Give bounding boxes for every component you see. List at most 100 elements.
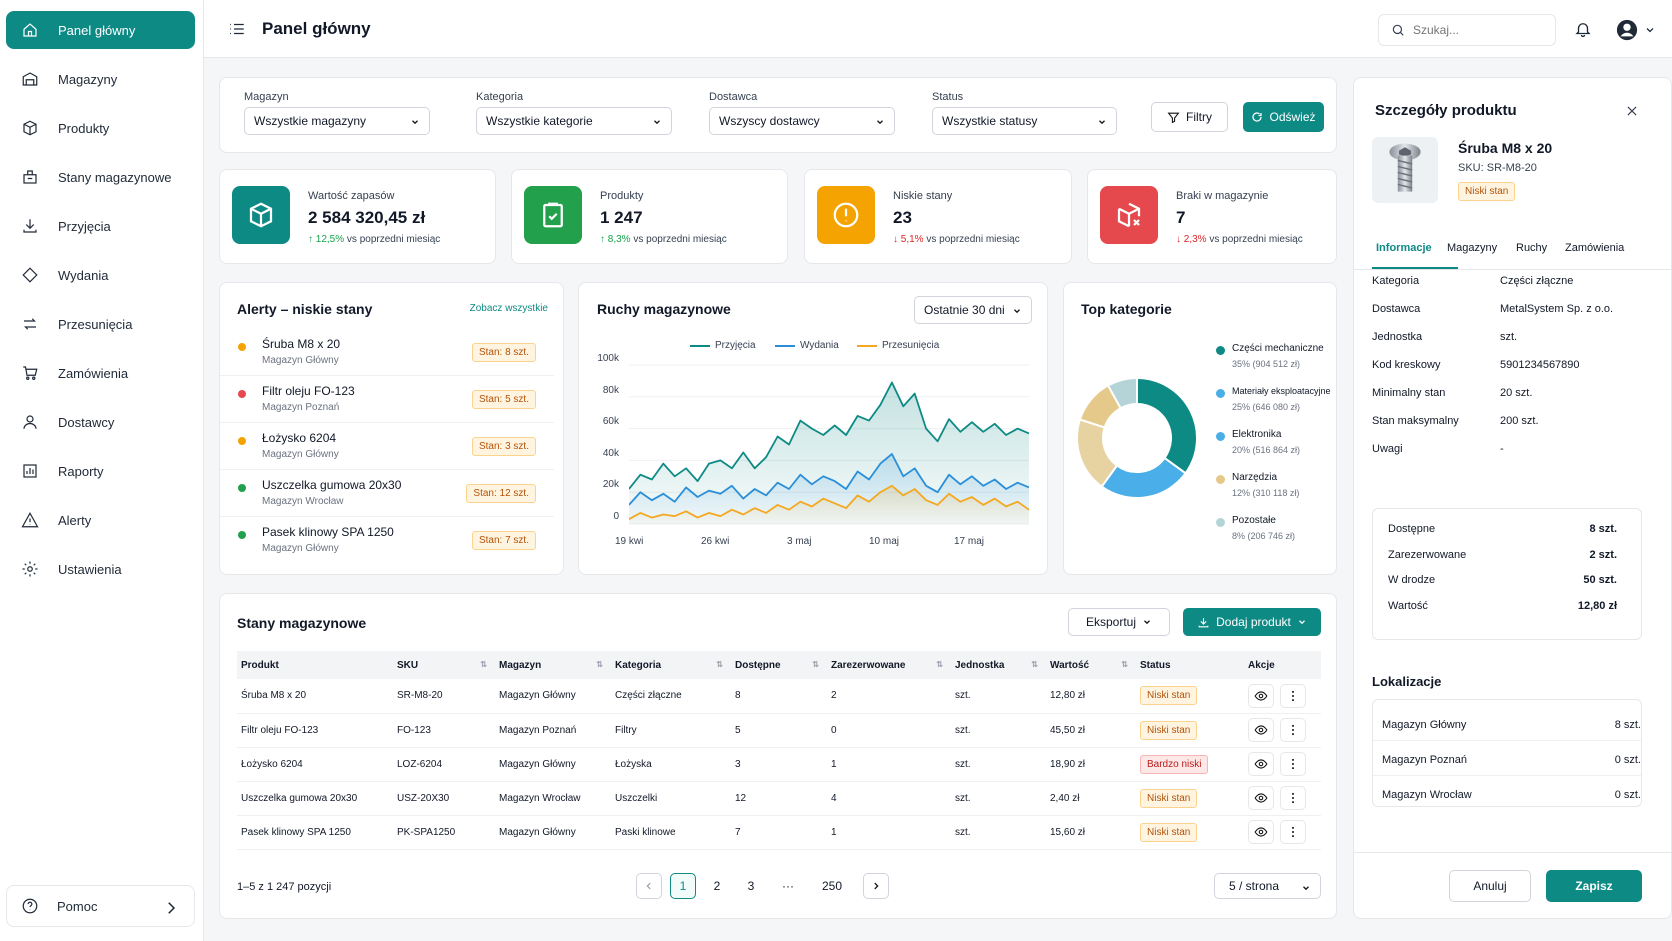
filter-supplier-select[interactable]: Wszyscy dostawcy	[709, 107, 895, 135]
bell-icon[interactable]	[1574, 20, 1592, 38]
avatar-icon	[1616, 19, 1638, 41]
table-row[interactable]: Filtr oleju FO-123 FO-123 Magazyn Poznań Fi…	[237, 713, 1321, 748]
search-input[interactable]	[1413, 23, 1543, 37]
topbar: Panel główny	[204, 0, 1672, 58]
see-all-link[interactable]: Zobacz wszystkie	[469, 303, 548, 314]
page-button[interactable]: 250	[821, 879, 843, 893]
clipboard-check-icon	[524, 186, 582, 244]
sidebar-item-suppliers[interactable]: Dostawcy	[6, 403, 195, 441]
more-button[interactable]	[1280, 820, 1306, 844]
sidebar-item-transfers[interactable]: Przesunięcia	[6, 305, 195, 343]
sidebar-item-issues[interactable]: Wydania	[6, 256, 195, 294]
sidebar-item-alerts[interactable]: Alerty	[6, 501, 195, 539]
alert-location: Magazyn Główny	[262, 449, 339, 460]
info-value: -	[1500, 443, 1504, 455]
view-button[interactable]	[1248, 752, 1274, 776]
eye-icon	[1254, 691, 1268, 701]
info-value: MetalSystem Sp. z o.o.	[1500, 303, 1614, 315]
legend-swatch	[690, 344, 710, 347]
col-reserved[interactable]: Zarezerwowane ⇅	[827, 651, 951, 679]
sku-cell: SR-M8-20	[393, 679, 495, 714]
col-warehouse[interactable]: Magazyn ⇅	[495, 651, 611, 679]
list-item[interactable]: Śruba M8 x 20 Magazyn Główny Stan: 8 szt.	[220, 329, 554, 376]
list-item[interactable]: Łożysko 6204 Magazyn Główny Stan: 3 szt.	[220, 423, 554, 470]
col-label: Wartość	[1050, 659, 1090, 671]
sidebar-item-dashboard[interactable]: Panel główny	[6, 11, 195, 49]
col-value[interactable]: Wartość ⇅	[1046, 651, 1136, 679]
list-item[interactable]: Filtr oleju FO-123 Magazyn Poznań Stan: 5 …	[220, 376, 554, 423]
table-row[interactable]: Śruba M8 x 20 SR-M8-20 Magazyn Główny Częśc…	[237, 679, 1321, 714]
table-row[interactable]: Uszczelka gumowa 20x30 USZ-20X30 Magazyn W…	[237, 781, 1321, 816]
filter-status-select[interactable]: Wszystkie statusy	[932, 107, 1117, 135]
help-button[interactable]: Pomoc	[6, 885, 195, 927]
cancel-button[interactable]: Anuluj	[1449, 870, 1531, 902]
tab-movements[interactable]: Ruchy	[1516, 242, 1548, 254]
stat-change: ↑ 8,3% vs poprzedni miesiąc	[600, 234, 727, 245]
table-row[interactable]: Łożysko 6204 LOZ-6204 Magazyn Główny Łożysk…	[237, 747, 1321, 782]
export-button[interactable]: Eksportuj	[1068, 608, 1170, 636]
filters-button[interactable]: Filtry	[1151, 102, 1228, 132]
page-button[interactable]: 2	[713, 879, 721, 893]
view-button[interactable]	[1248, 786, 1274, 810]
stat-change-note: vs poprzedni miesiąc	[633, 234, 727, 245]
per-page-select[interactable]: 5 / strona	[1214, 873, 1321, 899]
more-button[interactable]	[1280, 718, 1306, 742]
tab-info[interactable]: Informacje	[1376, 242, 1432, 254]
filter-category-select[interactable]: Wszystkie kategorie	[476, 107, 672, 135]
user-menu[interactable]	[1616, 19, 1656, 41]
sidebar-item-orders[interactable]: Zamówienia	[6, 354, 195, 392]
more-vertical-icon	[1292, 724, 1294, 736]
more-button[interactable]	[1280, 752, 1306, 776]
stat-value: 1 247	[600, 208, 643, 227]
info-key: Minimalny stan	[1372, 387, 1446, 399]
list-item[interactable]: Pasek klinowy SPA 1250 Magazyn Główny Stan…	[220, 517, 554, 564]
sidebar-item-products[interactable]: Produkty	[6, 109, 195, 147]
period-select[interactable]: Ostatnie 30 dni	[914, 296, 1032, 324]
col-label: Status	[1140, 659, 1171, 671]
menu-icon[interactable]	[228, 20, 246, 38]
prev-page-button[interactable]	[636, 873, 662, 899]
col-product[interactable]: Produkt	[237, 651, 393, 679]
list-item[interactable]: Uszczelka gumowa 20x30 Magazyn Wrocław Sta…	[220, 470, 554, 517]
category-cell: Filtry	[611, 713, 731, 748]
refresh-button[interactable]: Odśwież	[1243, 102, 1324, 132]
col-available[interactable]: Dostępne ⇅	[731, 651, 827, 679]
view-button[interactable]	[1248, 820, 1274, 844]
close-icon[interactable]	[1625, 104, 1639, 118]
table-row[interactable]: Pasek klinowy SPA 1250 PK-SPA1250 Magazyn …	[237, 815, 1321, 850]
filter-warehouse-select[interactable]: Wszystkie magazyny	[244, 107, 430, 135]
chevron-right-icon	[874, 882, 879, 890]
search-box[interactable]	[1378, 14, 1556, 46]
movements-title: Ruchy magazynowe	[597, 301, 731, 317]
next-page-button[interactable]	[863, 873, 889, 899]
more-button[interactable]	[1280, 683, 1306, 708]
status-dot	[238, 343, 246, 351]
tab-orders[interactable]: Zamówienia	[1565, 242, 1625, 254]
col-sku[interactable]: SKU ⇅	[393, 651, 495, 679]
box-icon	[20, 118, 40, 138]
stat-label: Wartość zapasów	[308, 190, 395, 202]
movements-line-chart	[629, 364, 1030, 525]
sidebar-item-receipts[interactable]: Przyjęcia	[6, 207, 195, 245]
sidebar-item-reports[interactable]: Raporty	[6, 452, 195, 490]
more-button[interactable]	[1280, 786, 1306, 810]
page-button[interactable]: 3	[747, 879, 755, 893]
alerts-card: Alerty – niskie stany Zobacz wszystkie Ś…	[219, 282, 564, 575]
save-button[interactable]: Zapisz	[1546, 870, 1642, 902]
view-button[interactable]	[1248, 718, 1274, 742]
add-product-button[interactable]: Dodaj produkt	[1183, 608, 1321, 636]
available-cell: 7	[731, 815, 827, 850]
sidebar-item-warehouses[interactable]: Magazyny	[6, 60, 195, 98]
page-button[interactable]: 1	[670, 873, 696, 899]
col-unit[interactable]: Jednostka ⇅	[951, 651, 1046, 679]
view-button[interactable]	[1248, 683, 1274, 708]
legend-label: Przyjęcia	[715, 340, 756, 351]
sidebar-item-stock[interactable]: Stany magazynowe	[6, 158, 195, 196]
x-tick-label: 3 maj	[787, 536, 812, 547]
tab-warehouses[interactable]: Magazyny	[1447, 242, 1498, 254]
report-icon	[20, 461, 40, 481]
sidebar-item-settings[interactable]: Ustawienia	[6, 550, 195, 588]
col-status[interactable]: Status	[1136, 651, 1244, 679]
stat-change: ↓ 2,3% vs poprzedni miesiąc	[1176, 234, 1303, 245]
col-category[interactable]: Kategoria ⇅	[611, 651, 731, 679]
